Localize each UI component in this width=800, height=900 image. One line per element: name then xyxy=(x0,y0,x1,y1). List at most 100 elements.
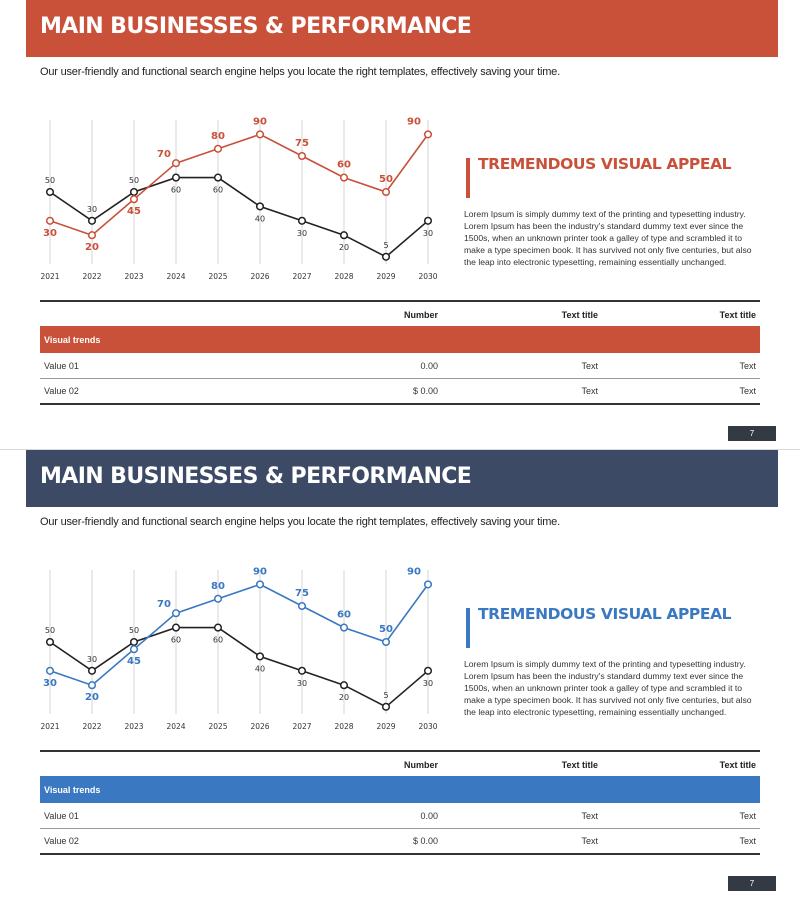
data-label: 90 xyxy=(407,566,421,577)
slide-subtitle: Our user-friendly and functional search … xyxy=(40,516,560,528)
data-point xyxy=(87,666,97,675)
table-row: Value 02 $ 0.00 Text Text xyxy=(40,829,760,855)
data-point xyxy=(255,202,265,211)
table-header-cell: Text title xyxy=(561,310,598,320)
data-label: 45 xyxy=(127,206,141,217)
series-line xyxy=(49,583,429,687)
data-label: 30 xyxy=(87,655,97,664)
data-label: 90 xyxy=(253,566,267,577)
callout-body: Lorem Ipsum is simply dummy text of the … xyxy=(464,659,752,717)
table-cell: $ 0.00 xyxy=(412,386,438,396)
data-point xyxy=(87,681,97,690)
data-point xyxy=(129,637,139,647)
table-cell: Value 02 xyxy=(44,836,79,846)
data-label: 30 xyxy=(43,228,57,239)
series-line xyxy=(49,176,429,258)
data-point xyxy=(255,130,265,139)
data-point xyxy=(297,666,307,675)
data-point xyxy=(423,580,433,589)
x-tick-label: 2023 xyxy=(124,272,143,281)
x-tick-label: 2025 xyxy=(208,722,227,731)
line-chart: 2021 2022 2023 2024 2025 2026 2027 2028 2029 2030… xyxy=(40,566,437,731)
data-point xyxy=(423,216,433,225)
table-cell: Text xyxy=(581,386,598,396)
x-tick-label: 2021 xyxy=(40,272,59,281)
data-point xyxy=(171,159,181,168)
data-label: 70 xyxy=(157,149,171,160)
data-label: 50 xyxy=(129,626,139,635)
x-tick-label: 2030 xyxy=(418,272,437,281)
callout-title: TREMENDOUS VISUAL APPEAL xyxy=(478,605,732,623)
data-point xyxy=(45,187,55,197)
table-cell: Value 02 xyxy=(44,386,79,396)
data-point xyxy=(297,216,307,225)
callout-accent-bar xyxy=(466,608,470,648)
table-cell: Text xyxy=(581,836,598,846)
slide-subtitle: Our user-friendly and functional search … xyxy=(40,66,560,78)
data-label: 45 xyxy=(127,656,141,667)
data-point xyxy=(87,216,97,225)
x-tick-label: 2027 xyxy=(292,272,311,281)
data-label: 60 xyxy=(213,186,223,195)
table-header-cell: Text title xyxy=(719,760,756,770)
table-band: Visual trends xyxy=(40,326,760,353)
x-tick-label: 2026 xyxy=(250,722,269,731)
series-line xyxy=(49,626,429,708)
data-point xyxy=(381,637,391,647)
table-cell: Text xyxy=(739,360,756,371)
data-label: 60 xyxy=(337,610,351,621)
data-label: 90 xyxy=(407,116,421,127)
slide-2: MAIN BUSINESSES & PERFORMANCE Our user-f… xyxy=(0,450,800,900)
table-cell: 0.00 xyxy=(420,810,438,821)
data-point xyxy=(297,151,307,161)
table-band-label: Visual trends xyxy=(44,784,101,795)
data-point xyxy=(45,666,55,675)
table-cell: Text xyxy=(581,810,598,821)
data-label: 30 xyxy=(43,678,57,689)
table-row: Value 01 0.00 Text Text xyxy=(40,353,760,379)
data-point xyxy=(255,580,265,589)
data-label: 30 xyxy=(423,679,433,688)
table-header-row: Number Text title Text title xyxy=(40,757,760,773)
data-point xyxy=(45,637,55,647)
data-point xyxy=(339,681,349,690)
data-point xyxy=(213,144,223,153)
data-label: 20 xyxy=(339,243,349,252)
table-band-label: Visual trends xyxy=(44,334,101,345)
slide-title: MAIN BUSINESSES & PERFORMANCE xyxy=(40,14,472,39)
data-point xyxy=(171,623,181,632)
table-cell: Text xyxy=(581,360,598,371)
data-label: 50 xyxy=(379,624,393,635)
data-point xyxy=(171,173,181,182)
table-band: Visual trends xyxy=(40,776,760,803)
callout-title: TREMENDOUS VISUAL APPEAL xyxy=(478,155,732,173)
data-label: 30 xyxy=(87,205,97,214)
data-point xyxy=(171,609,181,618)
data-label: 75 xyxy=(295,588,309,599)
data-point xyxy=(213,173,223,182)
x-tick-label: 2022 xyxy=(82,722,101,731)
table-header-cell: Text title xyxy=(561,760,598,770)
table-header-cell: Number xyxy=(403,760,438,770)
data-label: 40 xyxy=(255,214,265,223)
slide-header: MAIN BUSINESSES & PERFORMANCE xyxy=(26,0,778,57)
x-tick-label: 2026 xyxy=(250,272,269,281)
table-row: Value 01 0.00 Text Text xyxy=(40,803,760,829)
table-header-row: Number Text title Text title xyxy=(40,307,760,323)
slide-title: MAIN BUSINESSES & PERFORMANCE xyxy=(40,464,472,489)
data-point xyxy=(129,645,139,654)
slide-divider xyxy=(0,449,800,450)
data-label: 60 xyxy=(213,636,223,645)
x-tick-label: 2029 xyxy=(376,272,395,281)
data-point xyxy=(339,173,349,182)
data-label: 75 xyxy=(295,138,309,149)
data-label: 30 xyxy=(297,229,307,238)
x-tick-label: 2028 xyxy=(334,272,353,281)
data-label: 60 xyxy=(337,160,351,171)
data-point xyxy=(339,231,349,240)
data-point xyxy=(129,195,139,204)
data-label: 90 xyxy=(253,116,267,127)
callout-accent-bar xyxy=(466,158,470,198)
x-tick-label: 2023 xyxy=(124,722,143,731)
data-point xyxy=(381,702,391,711)
